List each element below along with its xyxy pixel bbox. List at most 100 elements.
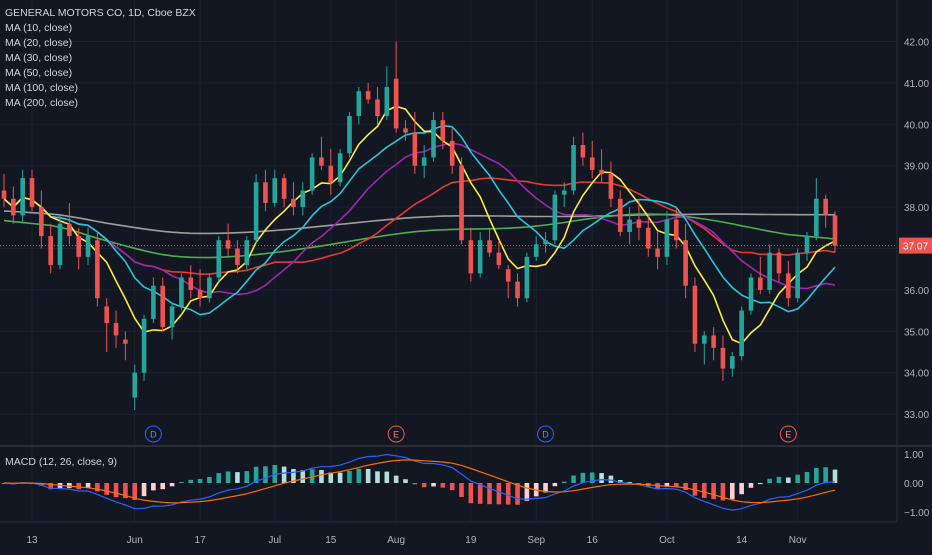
candle[interactable] — [132, 364, 138, 410]
candle[interactable] — [459, 157, 464, 245]
candle[interactable] — [29, 169, 35, 212]
candle[interactable] — [253, 173, 259, 245]
candle[interactable] — [823, 194, 828, 228]
candle[interactable] — [421, 145, 427, 179]
candle[interactable] — [328, 149, 334, 195]
candle[interactable] — [347, 111, 352, 158]
candle[interactable] — [477, 231, 483, 278]
candle[interactable] — [795, 248, 800, 303]
candle[interactable] — [309, 153, 315, 195]
candle[interactable] — [356, 87, 362, 125]
dividend-marker[interactable]: D — [144, 425, 162, 443]
candle[interactable] — [179, 273, 184, 311]
candle[interactable] — [169, 302, 175, 340]
indicator-ma20[interactable]: MA (20, close) — [5, 37, 73, 49]
time-axis[interactable]: 13 Jun 17 Jul 15 Aug 19 Sep 16 Oct 14 Nov — [26, 535, 806, 546]
candle[interactable] — [244, 236, 250, 270]
candle[interactable] — [1, 173, 7, 208]
candle[interactable] — [281, 173, 287, 208]
candle[interactable] — [608, 161, 614, 208]
candle[interactable] — [207, 273, 212, 303]
candle[interactable] — [375, 87, 380, 125]
candle[interactable] — [225, 223, 231, 257]
candle[interactable] — [431, 111, 436, 162]
candle[interactable] — [552, 190, 558, 245]
candle[interactable] — [804, 231, 810, 261]
candle[interactable] — [543, 231, 548, 253]
candle[interactable] — [39, 190, 44, 249]
candle[interactable] — [188, 265, 194, 299]
candle[interactable] — [365, 82, 371, 104]
candle[interactable] — [11, 186, 16, 224]
candle[interactable] — [533, 236, 539, 261]
candle[interactable] — [85, 227, 91, 266]
macd-line[interactable] — [3, 453, 836, 511]
candle[interactable] — [496, 240, 502, 270]
signal-line[interactable] — [3, 459, 836, 504]
candle[interactable] — [337, 149, 343, 187]
candle[interactable] — [505, 265, 511, 299]
macd-pane[interactable]: 1.00 0.00 −1.00 — [1, 450, 930, 519]
candle[interactable] — [758, 256, 763, 295]
earnings-marker[interactable]: E — [387, 425, 405, 443]
indicator-ma50[interactable]: MA (50, close) — [5, 67, 73, 79]
candle[interactable] — [95, 231, 100, 307]
candle[interactable] — [711, 327, 716, 361]
macd-legend[interactable]: MACD (12, 26, close, 9) — [5, 456, 118, 468]
candle[interactable] — [319, 136, 324, 170]
candle[interactable] — [515, 273, 520, 307]
ma30-line[interactable] — [3, 142, 836, 296]
candle[interactable] — [655, 231, 660, 270]
candle[interactable] — [300, 182, 306, 216]
candle[interactable] — [580, 132, 586, 166]
candle[interactable] — [384, 66, 390, 121]
candle[interactable] — [272, 169, 278, 208]
candle[interactable] — [113, 310, 119, 348]
candle[interactable] — [683, 223, 688, 299]
candle[interactable] — [263, 169, 268, 212]
candle[interactable] — [67, 202, 72, 245]
ma100-line[interactable] — [3, 213, 836, 259]
candle[interactable] — [589, 140, 595, 179]
candle[interactable] — [814, 178, 819, 241]
indicator-ma200[interactable]: MA (200, close) — [5, 97, 78, 109]
candle[interactable] — [151, 277, 156, 324]
candle[interactable] — [487, 227, 492, 257]
candle[interactable] — [729, 352, 735, 377]
ma20-line[interactable] — [3, 124, 836, 316]
candle[interactable] — [739, 306, 744, 361]
candle[interactable] — [748, 273, 754, 315]
candle[interactable] — [786, 260, 791, 307]
candle[interactable] — [627, 207, 632, 245]
candle[interactable] — [216, 236, 222, 282]
candle[interactable] — [673, 207, 679, 249]
candle[interactable] — [720, 335, 726, 381]
indicator-ma10[interactable]: MA (10, close) — [5, 22, 73, 34]
candle[interactable] — [197, 269, 203, 307]
candle[interactable] — [160, 277, 166, 332]
candle[interactable] — [645, 215, 651, 257]
candle[interactable] — [561, 182, 567, 208]
candle[interactable] — [412, 111, 418, 174]
candle[interactable] — [664, 211, 670, 266]
candle[interactable] — [104, 298, 110, 352]
ma200-line[interactable] — [3, 210, 836, 235]
earnings-marker[interactable]: E — [779, 425, 797, 443]
candle[interactable] — [776, 248, 782, 282]
candle[interactable] — [141, 314, 147, 381]
indicator-ma30[interactable]: MA (30, close) — [5, 52, 73, 64]
candle[interactable] — [57, 215, 63, 270]
dividend-marker[interactable]: D — [537, 425, 555, 443]
candle[interactable] — [524, 252, 530, 303]
candle[interactable] — [440, 111, 446, 150]
candle[interactable] — [291, 182, 296, 216]
symbol-title[interactable]: GENERAL MOTORS CO, 1D, Cboe BZX — [5, 7, 196, 19]
candle[interactable] — [636, 198, 642, 241]
candle[interactable] — [701, 331, 707, 365]
candle[interactable] — [449, 128, 455, 174]
candle[interactable] — [76, 227, 81, 270]
candle[interactable] — [403, 120, 408, 141]
candle[interactable] — [468, 227, 474, 282]
